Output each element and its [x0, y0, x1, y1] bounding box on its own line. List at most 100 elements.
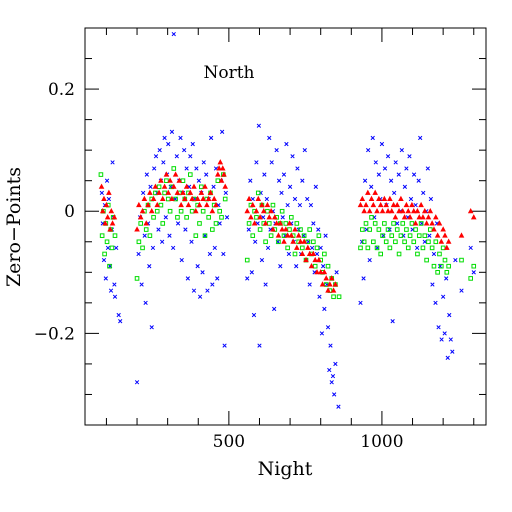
data-point-triangle [202, 183, 208, 189]
data-point-triangle [181, 195, 188, 202]
data-point-square [268, 233, 274, 238]
data-points [98, 31, 477, 409]
data-point-triangle [377, 201, 384, 208]
data-point-triangle [104, 214, 111, 220]
data-point-square [311, 239, 316, 245]
data-point-square [254, 215, 259, 220]
data-point-cross [191, 288, 197, 293]
data-point-triangle [387, 195, 393, 202]
data-point-cross [269, 160, 274, 165]
data-point-square [244, 257, 250, 263]
data-point-cross [414, 245, 420, 251]
data-point-cross [362, 178, 368, 183]
data-point-cross [116, 312, 121, 318]
y-tick-label: 0.2 [48, 80, 75, 100]
data-point-square [180, 178, 186, 183]
y-tick-label: −0.2 [34, 324, 75, 344]
data-point-triangle [205, 195, 212, 202]
data-point-triangle [98, 183, 105, 189]
data-point-cross [294, 264, 299, 269]
data-point-cross [195, 264, 200, 269]
data-point-triangle [392, 214, 399, 220]
data-point-triangle [444, 244, 450, 250]
data-point-square [363, 221, 369, 226]
data-point-triangle [357, 201, 364, 208]
data-point-cross [161, 160, 166, 165]
series-cross [99, 31, 476, 409]
data-point-cross [322, 306, 327, 312]
data-point-square [276, 239, 281, 245]
data-point-cross [320, 264, 326, 269]
series-triangle [98, 159, 477, 293]
data-point-triangle [470, 214, 477, 220]
data-point-cross [392, 190, 397, 196]
data-point-triangle [141, 195, 148, 202]
data-point-cross [286, 251, 292, 257]
data-point-cross [248, 178, 253, 183]
data-point-triangle [211, 195, 217, 202]
data-point-triangle [180, 189, 186, 195]
data-point-cross [369, 184, 374, 189]
data-point-cross [402, 184, 408, 189]
data-point-triangle [399, 207, 406, 214]
data-point-cross [202, 233, 208, 238]
data-point-triangle [429, 220, 435, 226]
data-point-square [407, 233, 413, 238]
data-point-triangle [427, 207, 434, 214]
data-point-triangle [148, 207, 155, 214]
data-point-cross [292, 196, 298, 202]
data-point-square [389, 233, 395, 238]
data-point-cross [370, 135, 375, 141]
data-point-cross [141, 190, 146, 196]
data-point-cross [433, 300, 438, 305]
data-point-cross [134, 380, 140, 385]
data-point-square [429, 245, 435, 251]
data-point-cross [280, 215, 285, 220]
data-point-square [263, 239, 268, 245]
data-point-cross [367, 257, 372, 263]
data-point-triangle [219, 165, 226, 171]
data-point-triangle [108, 207, 115, 214]
data-point-cross [139, 282, 144, 287]
data-point-triangle [403, 201, 410, 208]
data-point-triangle [316, 256, 322, 263]
data-point-cross [313, 184, 318, 189]
data-point-cross [300, 178, 305, 183]
data-point-triangle [396, 207, 402, 214]
data-point-square [435, 270, 440, 275]
data-point-cross [404, 166, 409, 171]
data-point-square [285, 245, 290, 251]
x-tick-label: 500 [213, 432, 245, 452]
data-point-triangle [394, 201, 401, 208]
data-point-square [298, 227, 303, 232]
data-point-triangle [458, 232, 465, 238]
data-point-cross [444, 276, 449, 281]
data-point-triangle [253, 207, 260, 214]
data-point-square [289, 215, 294, 220]
data-point-cross [184, 166, 189, 171]
data-point-square [281, 233, 287, 238]
data-point-square [213, 221, 219, 226]
data-point-cross [142, 233, 147, 238]
data-point-cross [382, 166, 388, 171]
data-point-triangle [103, 201, 110, 208]
data-point-square [199, 184, 204, 190]
data-point-triangle [145, 201, 151, 208]
data-point-cross [285, 202, 290, 208]
data-point-square [431, 263, 437, 269]
data-point-cross [278, 264, 283, 269]
data-point-square [173, 196, 178, 202]
data-point-cross [336, 404, 341, 409]
data-point-triangle [409, 201, 415, 208]
data-point-square [400, 221, 406, 226]
data-point-square [215, 178, 221, 183]
data-point-square [165, 196, 171, 202]
data-point-cross [205, 288, 210, 293]
data-point-square [184, 215, 189, 220]
data-point-cross [428, 196, 434, 202]
data-point-triangle [109, 220, 116, 226]
data-point-triangle [207, 189, 214, 195]
data-point-cross [149, 325, 154, 330]
data-point-cross [408, 196, 414, 202]
data-point-cross [311, 221, 316, 226]
